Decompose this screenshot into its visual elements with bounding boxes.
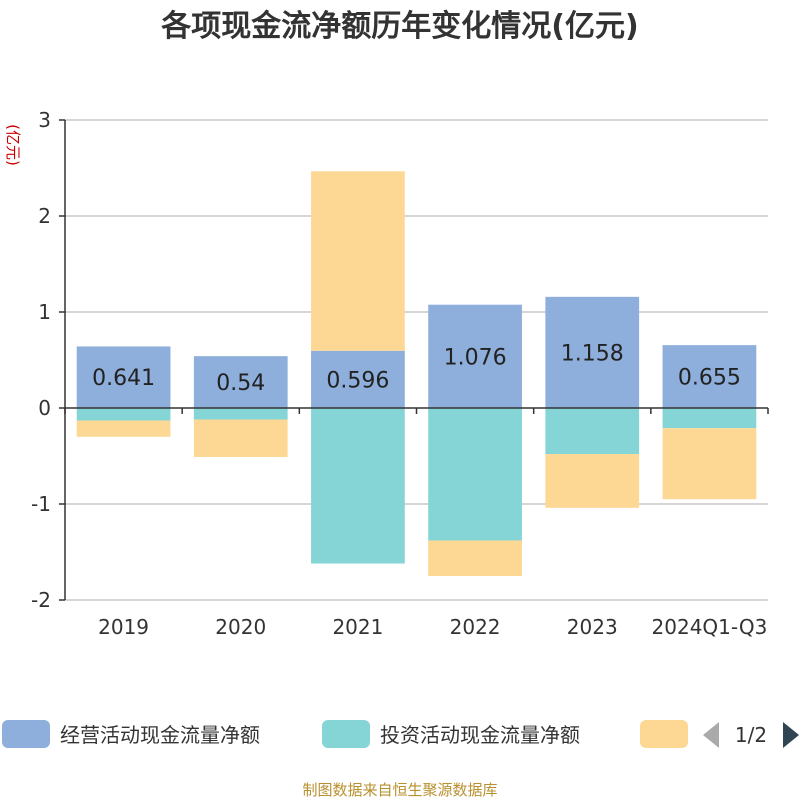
bar-2021-series-2[interactable] <box>311 408 405 564</box>
y-tick-label: 2 <box>38 204 51 228</box>
x-tick-label: 2023 <box>567 615 618 639</box>
data-label: 0.596 <box>326 368 389 393</box>
axes: -2 -1 0 1 2 3 2019 2020 2021 2022 2023 2024Q1-Q3 <box>31 108 769 639</box>
y-tick-label: 0 <box>38 396 51 420</box>
legend-swatch-1[interactable] <box>2 720 50 748</box>
legend-next-page-icon[interactable] <box>783 722 799 748</box>
legend-page-indicator: 1/2 <box>735 723 767 747</box>
data-label: 0.54 <box>216 371 265 396</box>
y-tick-label: -1 <box>31 492 51 516</box>
y-tick-label: 1 <box>38 300 51 324</box>
x-tick-label: 2022 <box>450 615 501 639</box>
grid-lines <box>65 119 768 601</box>
bar-2022-series-1[interactable] <box>428 304 522 408</box>
bar-2020-series-2[interactable] <box>193 408 288 420</box>
bar-2019-series-2[interactable] <box>76 408 171 421</box>
bar-2023-series-2[interactable] <box>545 408 640 455</box>
bar-2020-series-1[interactable] <box>193 356 288 408</box>
bar-2022-series-3[interactable] <box>428 540 522 576</box>
data-label: 1.158 <box>561 341 624 366</box>
legend-label-1[interactable]: 经营活动现金流量净额 <box>60 723 260 747</box>
bar-2023-series-1[interactable] <box>545 296 640 408</box>
y-tick-label: -2 <box>31 588 51 612</box>
bar-2020-series-3[interactable] <box>193 419 288 457</box>
bar-2023-series-3[interactable] <box>545 454 640 508</box>
bar-2024Q1-Q3-series-2[interactable] <box>662 408 757 429</box>
chart-title: 各项现金流净额历年变化情况(亿元) <box>160 9 638 44</box>
legend-prev-page-icon[interactable] <box>703 722 719 748</box>
y-axis-label: (亿元) <box>4 124 22 166</box>
source-note: 制图数据来自恒生聚源数据库 <box>302 781 497 799</box>
bar-2021-series-3[interactable] <box>311 171 405 351</box>
bar-2024Q1-Q3-series-1[interactable] <box>662 345 757 408</box>
x-tick-label: 2021 <box>332 615 383 639</box>
legend-swatch-2[interactable] <box>322 720 370 748</box>
bar-2019-series-1[interactable] <box>76 346 171 408</box>
bar-2024Q1-Q3-series-3[interactable] <box>662 428 757 500</box>
legend-label-2[interactable]: 投资活动现金流量净额 <box>380 723 580 747</box>
y-tick-label: 3 <box>38 108 51 132</box>
legend-swatch-3[interactable] <box>640 720 688 748</box>
bar-2019-series-3[interactable] <box>76 420 171 437</box>
bars-group: 0.641 0.54 0.596 1.076 1.158 0.655 <box>76 171 757 576</box>
data-label: 1.076 <box>444 345 507 370</box>
x-tick-label: 2020 <box>215 615 266 639</box>
x-tick-label: 2024Q1-Q3 <box>652 615 768 639</box>
x-tick-label: 2019 <box>98 615 149 639</box>
legend: 经营活动现金流量净额 投资活动现金流量净额 1/2 <box>2 720 799 748</box>
data-label: 0.641 <box>92 366 155 391</box>
bar-2022-series-2[interactable] <box>428 408 522 541</box>
bar-2021-series-1[interactable] <box>311 350 405 408</box>
data-label: 0.655 <box>678 366 741 391</box>
